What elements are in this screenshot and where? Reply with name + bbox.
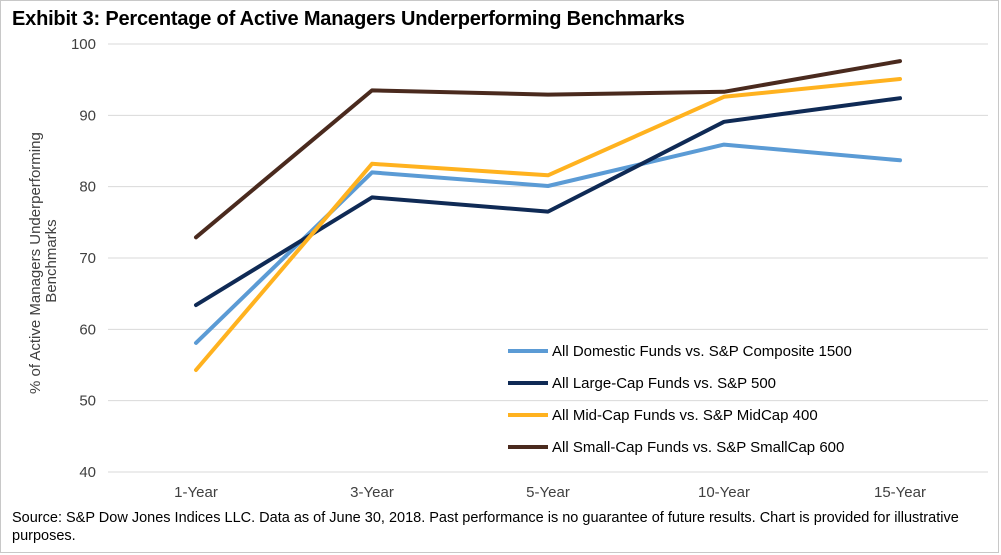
- x-tick-label: 1-Year: [174, 484, 218, 501]
- x-tick-label: 5-Year: [526, 484, 570, 501]
- y-tick-label: 80: [79, 179, 96, 196]
- series-lines: [194, 59, 902, 372]
- y-tick-label: 100: [71, 36, 96, 53]
- source-note: Source: S&P Dow Jones Indices LLC. Data …: [12, 510, 959, 544]
- y-tick-label: 90: [79, 107, 96, 124]
- y-axis-label-line-2: Benchmarks: [43, 219, 60, 302]
- legend-entry: All Domestic Funds vs. S&P Composite 150…: [552, 343, 852, 360]
- y-tick-label: 40: [79, 464, 96, 481]
- y-axis-ticks: 40 50 60 70 80 90 100: [71, 36, 96, 481]
- x-tick-label: 15-Year: [874, 484, 926, 501]
- y-tick-label: 70: [79, 250, 96, 267]
- y-tick-label: 60: [79, 321, 96, 338]
- legend: All Domestic Funds vs. S&P Composite 150…: [508, 343, 852, 456]
- x-tick-label: 3-Year: [350, 484, 394, 501]
- legend-entry: All Large-Cap Funds vs. S&P 500: [552, 375, 776, 392]
- series-line-3: [194, 77, 902, 372]
- y-tick-label: 50: [79, 393, 96, 410]
- legend-entry: All Small-Cap Funds vs. S&P SmallCap 600: [552, 439, 844, 456]
- series-line-4: [194, 59, 902, 240]
- y-axis-label: % of Active Managers Underperforming Ben…: [27, 128, 60, 394]
- legend-entry: All Mid-Cap Funds vs. S&P MidCap 400: [552, 407, 818, 424]
- series-line-1: [194, 142, 902, 345]
- gridlines: [108, 43, 988, 473]
- series-line-2: [194, 96, 902, 308]
- x-axis-ticks: 1-Year 3-Year 5-Year 10-Year 15-Year: [174, 484, 926, 501]
- y-axis-label-line-1: % of Active Managers Underperforming: [27, 132, 44, 394]
- x-tick-label: 10-Year: [698, 484, 750, 501]
- chart-title: Exhibit 3: Percentage of Active Managers…: [12, 8, 685, 30]
